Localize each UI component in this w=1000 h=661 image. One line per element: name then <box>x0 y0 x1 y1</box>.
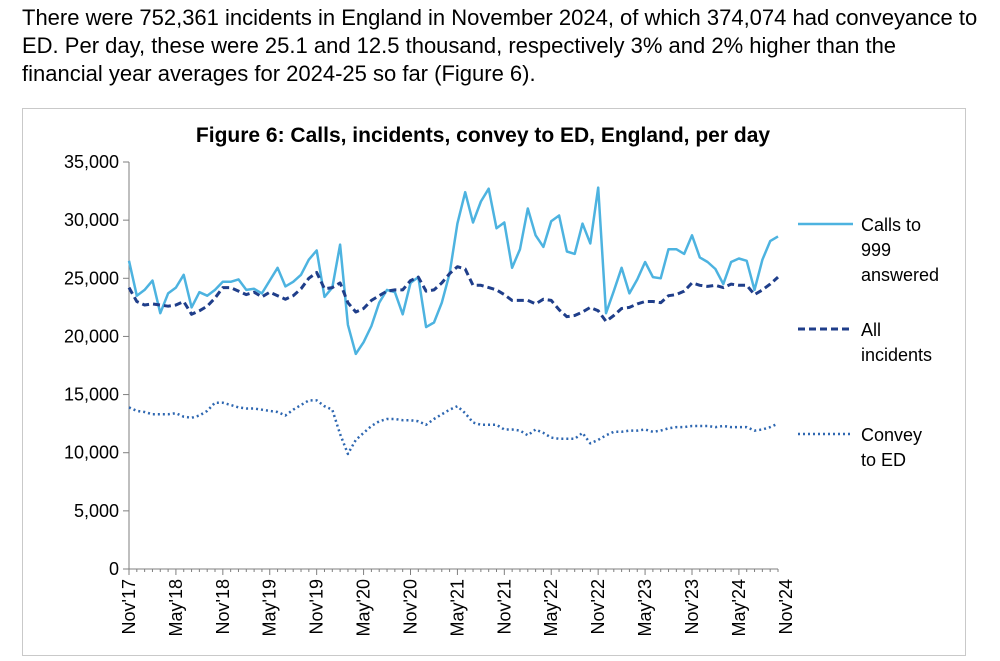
x-tick-label: Nov'22 <box>588 579 608 634</box>
y-tick-label: 0 <box>109 559 119 579</box>
axes: 0 5,000 10,000 15,000 20,000 25,000 30,000 35,0… <box>64 152 796 636</box>
legend-label: 999 <box>861 240 891 260</box>
y-tick-label: 25,000 <box>64 268 119 288</box>
y-tick-label: 35,000 <box>64 152 119 172</box>
line-chart: Figure 6: Calls, incidents, convey to ED… <box>64 124 939 636</box>
x-tick-label: May'18 <box>166 579 186 636</box>
x-tick-label: Nov'20 <box>400 579 420 634</box>
x-tick-label: Nov'21 <box>494 579 514 634</box>
x-tick-label: May'23 <box>635 579 655 636</box>
legend-label: to ED <box>861 450 906 470</box>
legend-label: All <box>861 320 881 340</box>
x-tick-label: Nov'24 <box>776 579 796 634</box>
x-tick-label: May'21 <box>447 579 467 636</box>
intro-paragraph: There were 752,361 incidents in England … <box>22 5 978 86</box>
chart-title: Figure 6: Calls, incidents, convey to ED… <box>196 124 770 147</box>
y-tick-label: 5,000 <box>74 501 119 521</box>
x-tick-label: May'19 <box>260 579 280 636</box>
series-line-dashed <box>127 265 780 323</box>
x-tick-label: May'20 <box>354 579 374 636</box>
x-tick-label: Nov'23 <box>682 579 702 634</box>
legend-label: Convey <box>861 425 922 445</box>
x-tick-label: May'24 <box>729 579 749 636</box>
series-line-solid <box>127 186 779 356</box>
y-tick-label: 20,000 <box>64 326 119 346</box>
y-tick-label: 15,000 <box>64 385 119 405</box>
y-tick-label: 10,000 <box>64 443 119 463</box>
x-tick-label: Nov'18 <box>213 579 233 634</box>
x-tick-label: Nov'17 <box>119 579 139 634</box>
chart-container: Figure 6: Calls, incidents, convey to ED… <box>22 108 966 656</box>
series-lines <box>127 186 780 456</box>
y-tick-label: 30,000 <box>64 210 119 230</box>
x-tick-label: Nov'19 <box>307 579 327 634</box>
legend-label: Calls to <box>861 215 921 235</box>
series-line-dotted <box>128 399 779 456</box>
legend-label: answered <box>861 265 939 285</box>
legend: Calls to 999 answered All incidents Convey to … <box>798 215 939 470</box>
x-tick-label: May'22 <box>541 579 561 636</box>
legend-label: incidents <box>861 345 932 365</box>
